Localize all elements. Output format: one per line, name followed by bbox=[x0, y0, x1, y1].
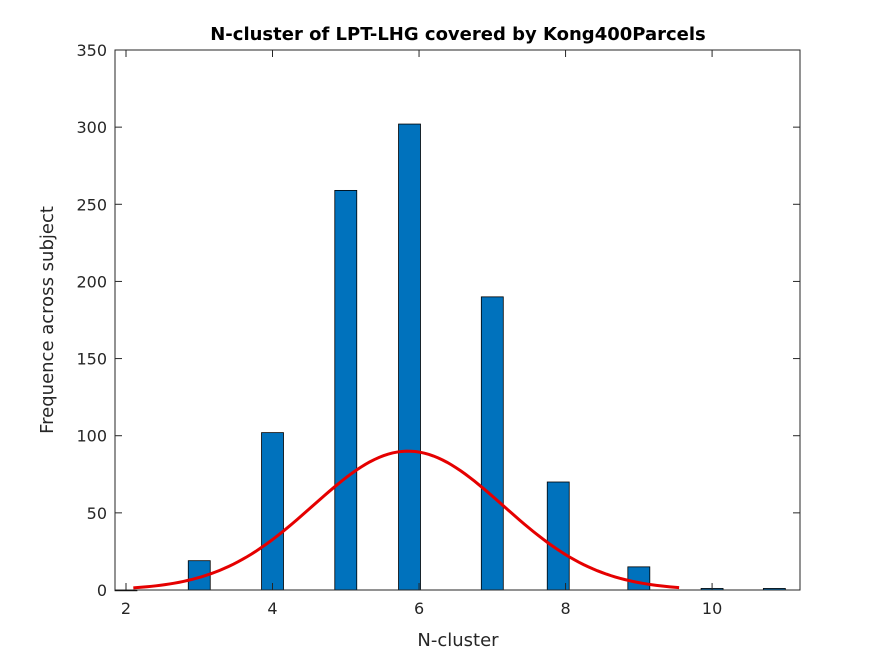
bar-7 bbox=[627, 566, 651, 591]
axes-box bbox=[114, 49, 801, 591]
bar-4 bbox=[398, 123, 421, 591]
fit-curve bbox=[133, 449, 680, 590]
x-tick-label: 8 bbox=[560, 599, 570, 618]
x-tick-label: 4 bbox=[267, 599, 277, 618]
chart-title: N-cluster of LPT-LHG covered by Kong400P… bbox=[210, 24, 706, 45]
y-tick-label: 300 bbox=[76, 118, 107, 137]
y-tick-label: 50 bbox=[87, 504, 107, 523]
bar-5 bbox=[480, 296, 504, 591]
y-tick-label: 200 bbox=[76, 272, 107, 291]
x-tick-label: 10 bbox=[702, 599, 722, 618]
y-tick-label: 150 bbox=[76, 350, 107, 369]
bars-group bbox=[114, 123, 786, 592]
y-tick-label: 100 bbox=[76, 427, 107, 446]
y-tick-label: 0 bbox=[97, 581, 107, 600]
y-tick-label: 350 bbox=[76, 41, 107, 60]
x-axis-label: N-cluster bbox=[417, 630, 499, 651]
bar-6 bbox=[546, 481, 570, 591]
y-axis-label: Frequence across subject bbox=[37, 206, 58, 434]
bar-3 bbox=[334, 189, 358, 591]
bar-2 bbox=[261, 432, 284, 591]
x-tick-label: 6 bbox=[414, 599, 424, 618]
y-tick-label: 250 bbox=[76, 195, 107, 214]
x-tick-label: 2 bbox=[121, 599, 131, 618]
